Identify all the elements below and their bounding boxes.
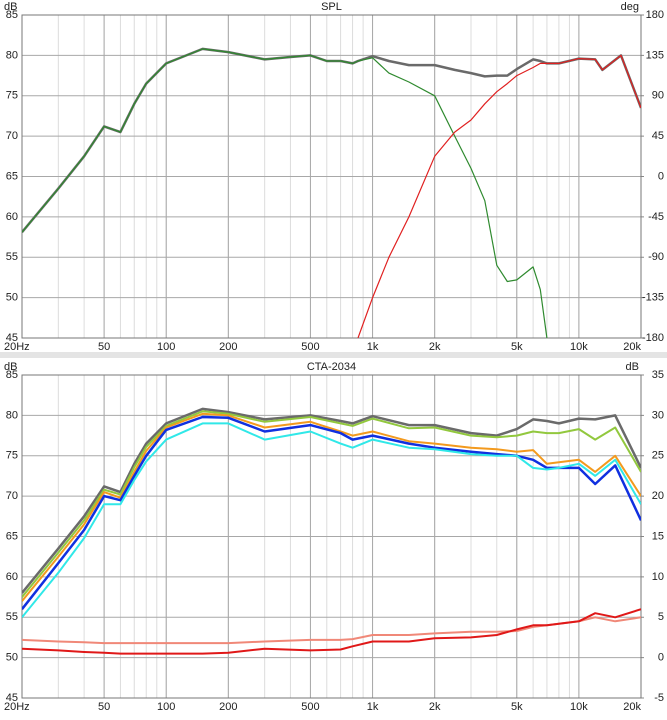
y2-tick-label: 135: [646, 49, 664, 61]
y-tick-label: 45: [6, 692, 18, 704]
y2-tick-label: -45: [648, 211, 664, 223]
y-tick-label: 65: [6, 530, 18, 542]
y2-tick-label: 45: [652, 130, 664, 142]
plot-border: [21, 374, 642, 699]
x-tick-label: 1k: [367, 341, 379, 353]
y-tick-label: 70: [6, 130, 18, 142]
x-tick-label: 5k: [511, 701, 523, 713]
x-tick-label: 10k: [570, 341, 588, 353]
x-tick-label: 2k: [429, 341, 441, 353]
y-tick-label: 45: [6, 332, 18, 344]
y2-axis-label: deg: [621, 1, 639, 13]
y2-tick-label: -90: [648, 251, 664, 263]
x-tick-label: 100: [157, 701, 175, 713]
y-tick-label: 55: [6, 611, 18, 623]
y2-tick-label: -135: [642, 292, 664, 304]
y2-tick-label: 0: [658, 652, 664, 664]
y-tick-label: 85: [6, 9, 18, 21]
y-tick-label: 85: [6, 369, 18, 381]
y-tick-label: 75: [6, 450, 18, 462]
y2-tick-label: 25: [652, 450, 664, 462]
y2-tick-label: 0: [658, 170, 664, 182]
y-axis-label: dB: [4, 361, 17, 373]
chart-title: SPL: [321, 1, 342, 13]
y-tick-label: 80: [6, 409, 18, 421]
y2-axis-label: dB: [626, 361, 639, 373]
y-tick-label: 70: [6, 490, 18, 502]
series-line: [357, 54, 641, 338]
y2-tick-label: 90: [652, 90, 664, 102]
y2-tick-label: -5: [654, 692, 664, 704]
x-tick-label: 1k: [367, 701, 379, 713]
panel-separator: [0, 352, 667, 358]
x-tick-label: 20Hz: [4, 701, 30, 713]
y2-tick-label: -180: [642, 332, 664, 344]
x-tick-label: 20Hz: [4, 341, 30, 353]
y-axis-label: dB: [4, 1, 17, 13]
y-tick-label: 60: [6, 211, 18, 223]
y2-tick-label: 30: [652, 409, 664, 421]
y2-tick-label: 35: [652, 369, 664, 381]
y2-tick-label: 15: [652, 530, 664, 542]
y-tick-label: 80: [6, 49, 18, 61]
y-tick-label: 55: [6, 251, 18, 263]
x-tick-label: 200: [219, 341, 237, 353]
x-tick-label: 200: [219, 701, 237, 713]
y-tick-label: 65: [6, 170, 18, 182]
y-tick-label: 60: [6, 571, 18, 583]
y-tick-label: 50: [6, 652, 18, 664]
x-tick-label: 50: [98, 701, 110, 713]
y-tick-label: 50: [6, 292, 18, 304]
series-line: [22, 608, 641, 655]
series-line: [22, 48, 548, 338]
series-line: [22, 410, 641, 598]
y2-tick-label: 20: [652, 490, 664, 502]
x-tick-label: 2k: [429, 701, 441, 713]
y-tick-label: 75: [6, 90, 18, 102]
series-line: [22, 422, 641, 618]
y2-tick-label: 180: [646, 9, 664, 21]
x-tick-label: 50: [98, 341, 110, 353]
x-tick-label: 100: [157, 341, 175, 353]
x-tick-label: 20k: [623, 341, 641, 353]
x-tick-label: 500: [301, 341, 319, 353]
plot-border: [21, 14, 642, 339]
y2-tick-label: 10: [652, 571, 664, 583]
x-tick-label: 10k: [570, 701, 588, 713]
x-tick-label: 20k: [623, 701, 641, 713]
y2-tick-label: 5: [658, 611, 664, 623]
x-tick-label: 500: [301, 701, 319, 713]
chart-title: CTA-2034: [307, 361, 356, 373]
series-line: [22, 407, 641, 594]
series-line: [22, 412, 641, 602]
x-tick-label: 5k: [511, 341, 523, 353]
